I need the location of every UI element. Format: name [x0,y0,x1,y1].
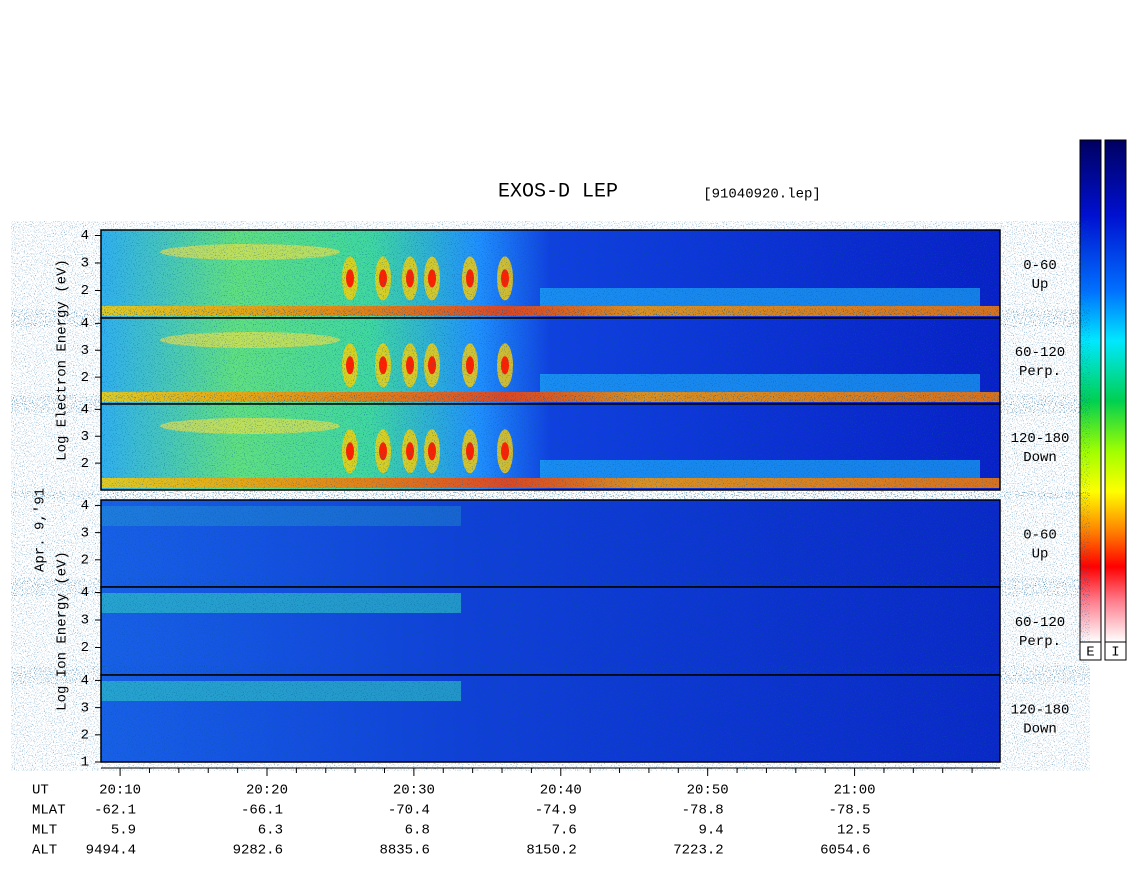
row-label: MLT [32,823,57,839]
y-tick-label: 2 [81,553,89,569]
colorbar-label: I [1111,645,1119,661]
colorbar-label: E [1086,645,1094,661]
y-tick-label: 2 [81,728,89,744]
ephemeris-value: -74.9 [535,803,577,819]
y-tick-label: 2 [81,370,89,386]
ephemeris-value: 12.5 [837,823,871,839]
x-tick-label: 20:10 [99,783,141,799]
y-tick-label: 2 [81,283,89,299]
direction-label: Perp. [1019,634,1061,650]
ephemeris-value: 9.4 [698,823,723,839]
ephemeris-value: 7.6 [552,823,577,839]
spectrogram-noise [101,318,1000,404]
title: EXOS-D LEP [498,180,618,203]
row-label: ALT [32,843,57,859]
ephemeris-value: -66.1 [241,803,283,819]
direction-label: Down [1023,722,1057,738]
y-tick-label: 4 [81,498,89,514]
pitch-angle-label: 0-60 [1023,528,1057,544]
y-tick-label: 1 [81,755,89,771]
ephemeris-value: 9282.6 [233,843,283,859]
spectrogram-noise [101,500,1000,587]
spectrogram-noise [101,404,1000,490]
ephemeris-value: -70.4 [388,803,430,819]
x-tick-label: 20:20 [246,783,288,799]
y-tick-label: 3 [81,429,89,445]
y-axis-label: Log Ion Energy (eV) [55,551,71,711]
y-tick-label: 2 [81,456,89,472]
ephemeris-value: 6054.6 [820,843,870,859]
date: Apr. 9,'91 [33,488,49,572]
x-tick-label: 21:00 [834,783,876,799]
y-tick-label: 4 [81,402,89,418]
x-tick-label: 20:30 [393,783,435,799]
spectrogram-noise [101,587,1000,675]
pitch-angle-label: 60-120 [1015,615,1065,631]
y-tick-label: 4 [81,585,89,601]
spectrogram-noise [101,230,1000,318]
y-tick-label: 4 [81,316,89,332]
ephemeris-value: 6.8 [405,823,430,839]
ephemeris-value: 5.9 [111,823,136,839]
row-label: MLAT [32,803,66,819]
pitch-angle-label: 60-120 [1015,345,1065,361]
y-tick-label: 4 [81,673,89,689]
x-tick-label: 20:40 [540,783,582,799]
ephemeris-value: -78.5 [829,803,871,819]
spectrogram-noise [101,675,1000,762]
y-tick-label: 4 [81,228,89,244]
row-label: UT [32,783,49,799]
panel-frame [100,674,1001,763]
colorbar [1079,139,1102,643]
y-tick-label: 3 [81,525,89,541]
direction-label: Down [1023,450,1057,466]
y-tick-label: 3 [81,256,89,272]
colorbar-label-box [1079,641,1102,661]
y-tick-label: 3 [81,343,89,359]
pitch-angle-label: 0-60 [1023,258,1057,274]
ephemeris-value: -78.8 [682,803,724,819]
colorbar-label-box [1104,641,1127,661]
y-tick-label: 3 [81,613,89,629]
direction-label: Perp. [1019,364,1061,380]
x-tick-label: 20:50 [687,783,729,799]
ephemeris-value: 7223.2 [673,843,723,859]
direction-label: Up [1032,547,1049,563]
file-name: [91040920.lep] [703,187,821,203]
ephemeris-value: -62.1 [94,803,136,819]
colorbar [1104,139,1127,643]
direction-label: Up [1032,277,1049,293]
pitch-angle-label: 120-180 [1011,703,1070,719]
y-axis-label: Log Electron Energy (eV) [55,259,71,461]
y-tick-label: 3 [81,700,89,716]
ephemeris-value: 8835.6 [379,843,429,859]
pitch-angle-label: 120-180 [1011,431,1070,447]
ephemeris-value: 6.3 [258,823,283,839]
y-tick-label: 2 [81,640,89,656]
panel-frame [100,403,1001,491]
ephemeris-value: 8150.2 [526,843,576,859]
ephemeris-value: 9494.4 [86,843,136,859]
